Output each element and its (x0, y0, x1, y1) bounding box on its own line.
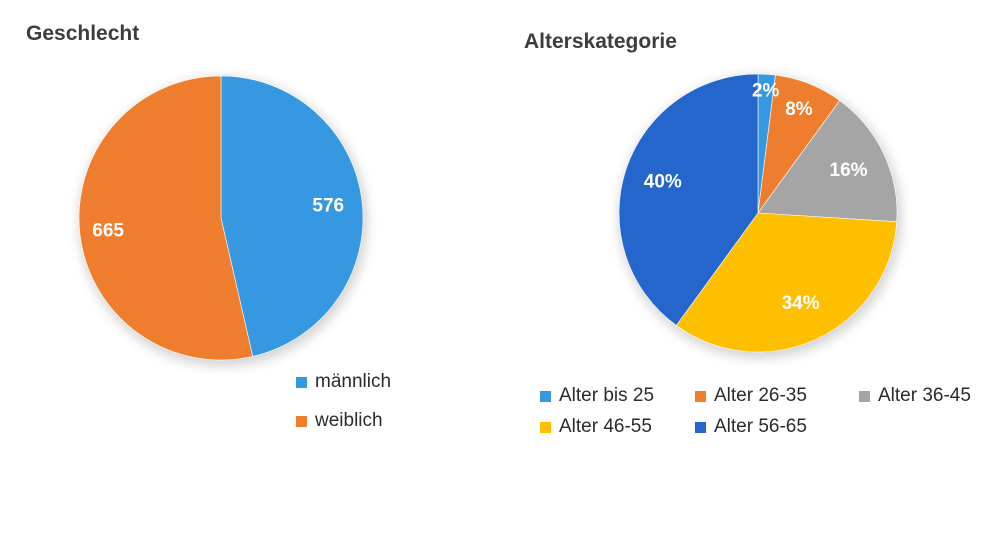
legend-label: Alter 36-45 (878, 385, 971, 406)
legend-swatch (540, 421, 551, 433)
legend-item-4: Alter 56-65 (695, 416, 807, 438)
data-label-alterskategorie-4: 40% (644, 172, 682, 193)
data-label-alterskategorie-3: 34% (782, 293, 820, 314)
chart-title-geschlecht: Geschlecht (26, 22, 140, 45)
legend-swatch (859, 390, 870, 402)
slice-geschlecht-0 (220, 75, 364, 357)
legend-item-1: Alter 26-35 (695, 385, 807, 407)
data-label-alterskategorie-2: 16% (830, 160, 868, 181)
legend-label: Alter 56-65 (714, 416, 807, 437)
slice-geschlecht-1 (78, 75, 254, 361)
slice-alterskategorie-4 (618, 73, 759, 326)
legend-item-2: Alter 36-45 (859, 385, 971, 407)
legend-item-3: Alter 46-55 (540, 416, 652, 438)
legend-label: weiblich (315, 410, 383, 431)
legend-swatch (296, 376, 307, 388)
legend-label: männlich (315, 371, 392, 392)
legend-label: Alter 26-35 (714, 385, 807, 406)
legend-swatch (695, 421, 706, 433)
data-label-alterskategorie-0: 2% (752, 80, 780, 101)
pie-alterskategorie: 2%8% 16% 34% 40% (618, 73, 901, 358)
legend-label: Alter bis 25 (559, 385, 655, 406)
pie-geschlecht: 576 665 (78, 75, 367, 366)
legend-swatch (540, 390, 551, 402)
data-label-alterskategorie-1: 8% (785, 99, 813, 120)
slice-alterskategorie-2 (757, 100, 898, 223)
legend-item-0: männlich (296, 371, 391, 393)
legend-swatch (695, 390, 706, 402)
legend-item-0: Alter bis 25 (540, 385, 654, 407)
data-label-geschlecht-1: 665 (92, 220, 124, 241)
chart-title-alterskategorie: Alterskategorie (524, 30, 677, 53)
data-label-geschlecht-0: 576 (312, 195, 344, 216)
legend-swatch (296, 415, 307, 427)
slice-alterskategorie-3 (675, 212, 898, 353)
legend-item-1: weiblich (296, 410, 383, 432)
legend-label: Alter 46-55 (559, 416, 652, 437)
